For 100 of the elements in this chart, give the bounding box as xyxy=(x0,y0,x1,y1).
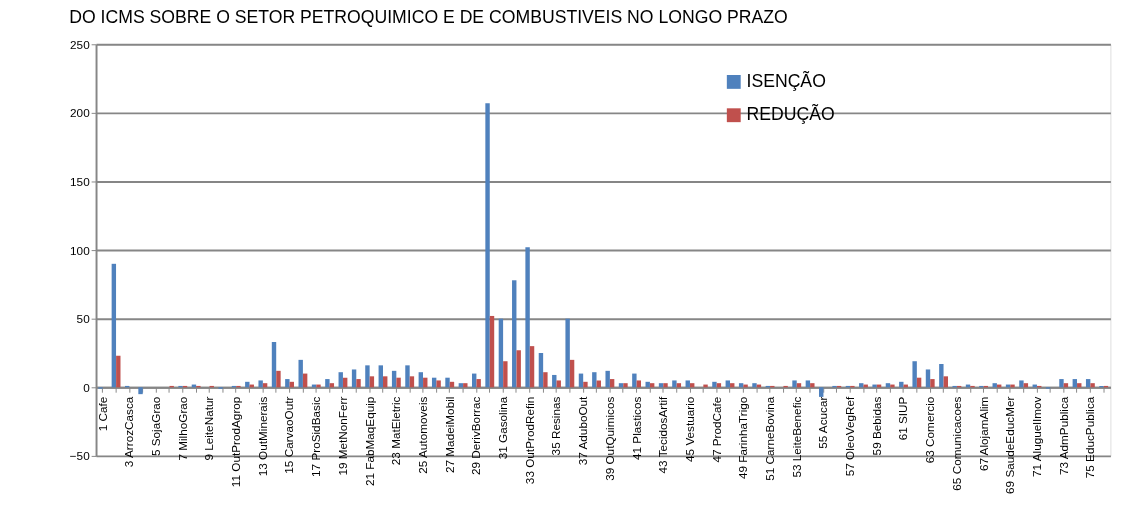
bar xyxy=(396,377,401,388)
bar xyxy=(632,373,637,388)
x-tick-label: 37 AduboOut xyxy=(576,395,590,466)
bar xyxy=(245,381,250,388)
x-tick-label: 75 EducPublica xyxy=(1083,396,1097,479)
y-tick-label: 150 xyxy=(70,174,91,188)
bar xyxy=(365,365,370,388)
bar xyxy=(925,369,931,388)
x-tick-label: 55 Acucar xyxy=(816,396,830,449)
x-tick-label: 65 Comunicacoes xyxy=(949,396,963,491)
bar xyxy=(565,318,570,388)
x-tick-label: 61 SIUP xyxy=(896,396,910,441)
bar xyxy=(525,247,530,388)
legend-label: ISENÇÃO xyxy=(746,69,826,91)
y-tick-label: 50 xyxy=(76,312,91,326)
x-tick-label: 9 LeiteNatur xyxy=(202,396,216,461)
x-tick-label: 57 OleoVegRef xyxy=(843,395,857,477)
x-tick-label: 39 OutQuimicos xyxy=(602,396,616,481)
bar xyxy=(485,103,490,388)
bar xyxy=(445,377,450,388)
x-tick-label: 73 AdmPublica xyxy=(1056,396,1070,475)
bar xyxy=(939,363,944,388)
x-tick-label: 1 Cafe xyxy=(95,396,109,432)
bar xyxy=(538,353,544,388)
x-tick-label: 29 DerivBorrac xyxy=(469,396,483,475)
x-tick-label: 63 Comercio xyxy=(923,396,937,464)
x-tick-label: 23 MatEletric xyxy=(389,396,403,466)
x-tick-label: 3 ArrozCasca xyxy=(122,396,136,468)
x-tick-label: 27 MadeiMobil xyxy=(442,396,456,474)
bar xyxy=(476,379,481,388)
bar xyxy=(298,359,303,388)
bar xyxy=(605,370,610,388)
bar xyxy=(409,376,415,388)
bar xyxy=(672,380,677,388)
bar xyxy=(516,350,521,388)
y-tick-label: 100 xyxy=(70,243,91,257)
bar xyxy=(463,383,468,388)
bar xyxy=(623,383,628,388)
bar xyxy=(325,379,330,388)
bar xyxy=(276,370,281,388)
x-tick-label: 5 SojaGrao xyxy=(149,396,163,457)
bar xyxy=(685,380,690,388)
bar xyxy=(725,380,730,388)
bar xyxy=(1019,380,1024,388)
bar xyxy=(712,381,717,388)
bar xyxy=(436,380,441,388)
bar xyxy=(356,379,361,388)
x-tick-label: 45 Vestuario xyxy=(682,396,696,462)
x-tick-label: 41 Plasticos xyxy=(629,396,643,460)
x-tick-label: 7 MilhoGrao xyxy=(175,396,189,461)
bar xyxy=(1090,383,1095,388)
bar xyxy=(351,369,357,388)
x-tick-label: 43 TecidosArtif xyxy=(656,395,670,474)
bar xyxy=(752,383,757,388)
legend-label: REDUÇÃO xyxy=(746,103,835,125)
x-tick-label: 49 FarinhaTrigo xyxy=(736,396,750,480)
x-tick-label: 67 AlojamAlim xyxy=(976,396,990,472)
bar xyxy=(338,372,343,388)
bar xyxy=(943,376,948,388)
x-tick-label: 17 ProSidBasic xyxy=(309,396,323,477)
bar xyxy=(383,376,388,388)
bar xyxy=(285,379,290,388)
bar xyxy=(810,383,815,388)
bar xyxy=(138,387,143,395)
bar xyxy=(271,342,277,388)
x-tick-label: 19 MetNonFerr xyxy=(335,396,349,476)
bar xyxy=(378,365,383,388)
bar xyxy=(489,315,495,388)
x-tick-label: 11 OutProdAgrop xyxy=(229,396,243,488)
x-tick-label: 69 SaudeEducMer xyxy=(1003,396,1017,494)
bar xyxy=(418,372,424,388)
x-tick-label: 31 Gasolina xyxy=(496,396,510,460)
x-tick-label: 25 Automoveis xyxy=(415,396,429,474)
x-tick-label: 47 ProdCafe xyxy=(709,396,723,463)
bar xyxy=(663,383,668,388)
x-tick-label: 71 AluguelImov xyxy=(1029,396,1043,477)
bar xyxy=(405,365,410,388)
bar xyxy=(819,387,824,397)
x-tick-label: 15 CarvaoOutr xyxy=(282,396,296,474)
bar xyxy=(543,372,548,388)
y-tick-label: 250 xyxy=(70,37,91,51)
x-tick-label: 59 Bebidas xyxy=(869,396,883,456)
x-tick-label: 51 CarneBovina xyxy=(762,396,776,481)
bar xyxy=(258,380,263,388)
bar xyxy=(583,381,588,388)
y-tick-label: 0 xyxy=(83,380,91,394)
bar xyxy=(596,380,601,388)
bar xyxy=(930,379,935,388)
bar xyxy=(636,380,642,388)
bar xyxy=(805,380,811,388)
bar xyxy=(592,372,597,388)
bar xyxy=(899,381,904,388)
bar xyxy=(1059,379,1064,388)
bar xyxy=(529,346,535,388)
x-tick-label: 33 OutProdRefin xyxy=(522,396,536,485)
bar xyxy=(369,376,375,388)
y-tick-label: −50 xyxy=(69,449,91,463)
bar xyxy=(498,318,504,388)
bar xyxy=(111,263,117,388)
bar xyxy=(503,361,508,388)
